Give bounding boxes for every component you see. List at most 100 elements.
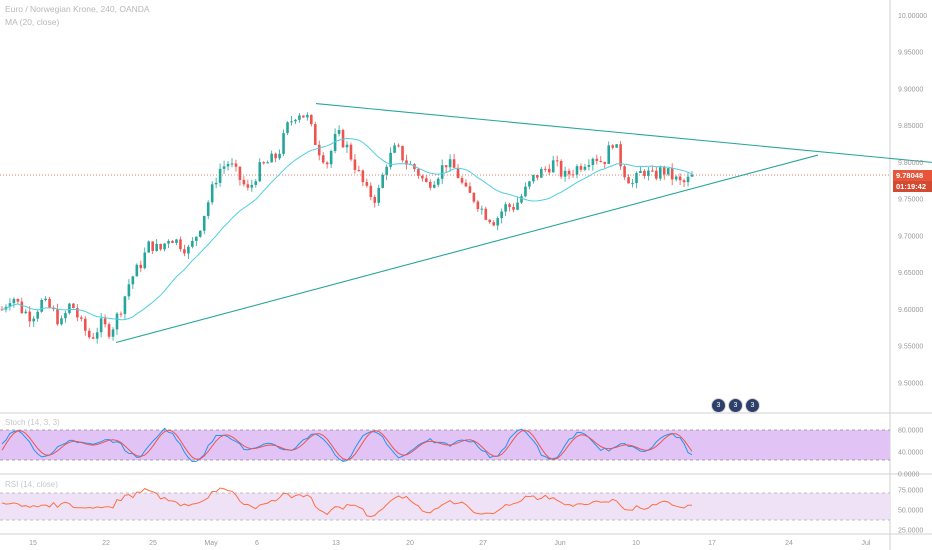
candle-body [278,153,281,159]
candle-body [480,208,484,210]
candle-body [444,165,448,168]
price-tick-label: 9.65000 [898,270,923,277]
candle-body [436,178,440,185]
candle-body [555,160,559,162]
stoch-legend[interactable]: Stoch (14, 3, 3) [5,418,60,427]
stoch-axis: 80.0000 40.0000 0.0000 [898,428,923,479]
event-badge-3[interactable]: 3 [745,398,760,413]
ma-legend[interactable]: MA (20, close) [5,17,60,27]
candle-body [56,309,59,325]
candle-body [298,115,301,120]
candle-body [432,184,436,188]
candle-body [670,168,674,180]
candle-body [361,170,365,183]
candle-body [345,144,349,148]
candle-body [472,192,476,202]
candle-body [107,324,111,337]
candle-body [36,311,39,319]
candle-body [690,174,694,177]
candle-body [250,184,254,188]
candle-body [551,160,555,173]
rsi-legend[interactable]: RSI (14, close) [5,480,58,489]
candle-body [389,152,392,167]
price-tick-label: 9.70000 [898,233,923,240]
time-tick-label: 17 [708,540,716,547]
stoch-k-line [1,427,693,463]
candle-body [536,175,539,178]
time-tick-label: May [204,540,218,547]
price-axis[interactable]: 10.00000 9.95000 9.90000 9.85000 9.80000 9.75… [898,13,927,388]
event-badge-2[interactable]: 3 [728,398,743,413]
candle-body [87,330,91,338]
candle-body [187,246,190,254]
candle-body [512,206,515,210]
ma-line [1,137,693,321]
candle-body [655,170,658,179]
trendline-2 [315,103,932,163]
event-badges[interactable]: 3 3 3 [711,398,760,413]
candle-body [266,162,269,164]
candle-body [286,122,289,134]
candle-body [401,145,404,161]
candle-body [452,159,456,168]
candle-body [635,173,638,184]
candle-body [662,167,666,175]
candle-body [135,264,139,277]
candle-body [651,170,654,172]
candle-body [139,264,143,269]
candle-body [421,175,424,179]
candle-body [183,249,186,254]
price-tick-label: 9.55000 [898,344,923,351]
candle-body [325,162,329,165]
stoch-tick-label: 0.0000 [898,472,920,479]
candle-body [353,159,357,170]
candle-body [623,166,626,178]
candle-body [175,239,178,243]
event-badge-1[interactable]: 3 [711,398,726,413]
candle-body [428,181,432,188]
candle-body [48,298,51,308]
candle-body [230,163,234,165]
candle-body [83,318,87,331]
candle-body [373,197,377,203]
candle-body [254,181,258,185]
candle-body [643,170,646,176]
rsi-tick-label: 25.0000 [898,528,923,535]
candle-body [567,170,571,175]
candle-body [321,155,325,163]
candle-body [60,318,63,325]
candle-body [115,313,119,330]
candle-body [234,163,238,167]
candle-body [337,129,341,134]
candle-body [559,160,563,177]
candle-body [658,167,662,179]
candle-body [127,284,131,297]
candle-body [468,186,472,193]
candle-body [302,115,305,118]
candle-body [543,168,547,170]
candle-body [440,165,444,179]
rsi-line [1,487,693,518]
candle-body [639,170,642,174]
candle-body [195,236,198,241]
time-tick-label: 15 [29,540,37,547]
candle-body [575,166,579,175]
price-tick-label: 9.85000 [898,123,923,130]
symbol-title[interactable]: Euro / Norwegian Krone, 240, OANDA [5,4,150,14]
candle-body [171,240,174,243]
candle-body [488,219,492,223]
candle-body [103,318,107,325]
candle-body [222,166,226,169]
candle-body [547,168,551,173]
candle-body [214,182,218,185]
candle-body [28,311,32,322]
price-tick-label: 9.80000 [898,160,923,167]
candle-body [159,243,162,250]
candle-body [123,296,127,314]
candle-body [167,240,170,244]
candle-body [12,298,16,304]
candle-body [246,184,250,188]
candle-body [619,144,622,167]
time-axis[interactable]: 15 22 25 May 6 13 20 27 Jun 10 17 24 Jul [29,540,871,547]
